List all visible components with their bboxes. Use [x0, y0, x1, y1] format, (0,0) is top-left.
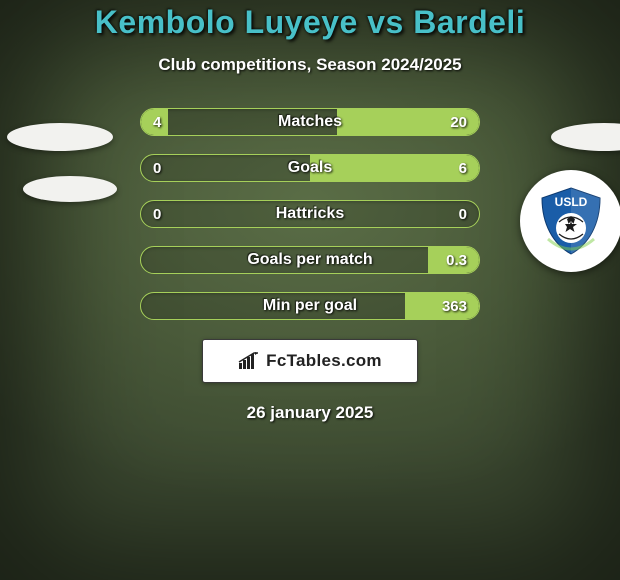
chart-icon — [238, 352, 260, 370]
page-title: Kembolo Luyeye vs Bardeli — [0, 4, 620, 41]
stat-bar-track: 0 0Hattricks — [140, 200, 480, 228]
brand-text: FcTables.com — [266, 351, 382, 371]
stat-bar-track: 0.3Goals per match — [140, 246, 480, 274]
stat-rows: 420Matches06Goals00Hattricks0.3Goals per… — [0, 99, 620, 329]
stat-bar-track: 363Min per goal — [140, 292, 480, 320]
stat-bar-track: 06Goals — [140, 154, 480, 182]
stat-row: 420Matches — [0, 99, 620, 145]
date-label: 26 january 2025 — [0, 403, 620, 423]
infographic-card: Kembolo Luyeye vs Bardeli Club competiti… — [0, 0, 620, 580]
stat-fill-right — [428, 247, 479, 273]
stat-fill-right — [405, 293, 479, 319]
stat-label: Hattricks — [141, 201, 479, 227]
stat-value-right: 0 — [459, 201, 467, 227]
brand-watermark[interactable]: FcTables.com — [202, 339, 418, 383]
stat-row: 363Min per goal — [0, 283, 620, 329]
stat-fill-left — [141, 109, 168, 135]
subtitle: Club competitions, Season 2024/2025 — [0, 55, 620, 75]
stat-value-left: 0 — [153, 201, 161, 227]
stat-bar-track: 420Matches — [140, 108, 480, 136]
stat-fill-right — [337, 109, 479, 135]
stat-row: 0.3Goals per match — [0, 237, 620, 283]
stat-fill-right — [310, 155, 479, 181]
stat-value-left: 0 — [153, 155, 161, 181]
stat-row: 0 0Hattricks — [0, 191, 620, 237]
stat-row: 06Goals — [0, 145, 620, 191]
